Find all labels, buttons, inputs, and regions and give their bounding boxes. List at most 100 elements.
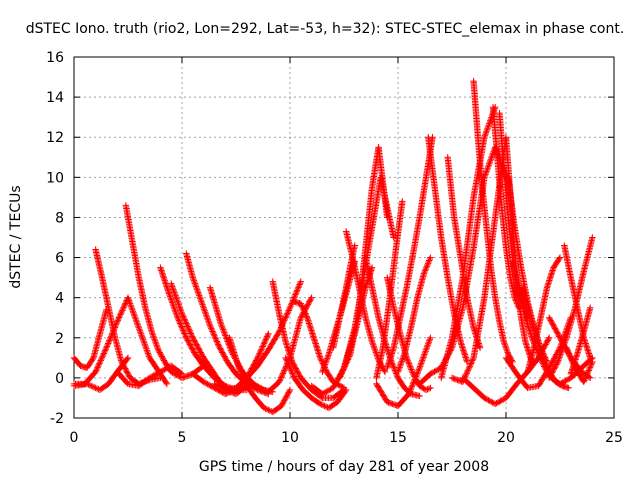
data-point (86, 382, 94, 389)
data-point (415, 366, 423, 373)
data-point (176, 320, 184, 327)
data-point (263, 334, 270, 342)
data-point (295, 370, 302, 378)
data-point (342, 386, 350, 394)
data-point (195, 289, 202, 296)
data-point (550, 356, 557, 364)
data-point (131, 312, 138, 319)
data-point (238, 369, 245, 377)
grid-lines (74, 57, 614, 418)
data-point (181, 330, 188, 337)
data-point (424, 261, 431, 269)
data-point (288, 367, 295, 374)
data-point (139, 335, 146, 342)
data-point (128, 304, 135, 312)
data-point (284, 308, 292, 316)
data-point (207, 323, 214, 331)
data-point (165, 290, 173, 297)
data-point (395, 367, 402, 374)
data-point (117, 311, 124, 318)
data-point (177, 305, 184, 313)
data-point (119, 359, 126, 367)
data-point (177, 321, 184, 329)
data-point (406, 363, 414, 370)
data-point (320, 389, 327, 397)
data-point (324, 387, 331, 395)
data-point (390, 363, 397, 370)
data-point (193, 341, 200, 348)
data-point (418, 358, 425, 366)
data-point (255, 351, 263, 359)
data-point (187, 330, 195, 337)
data-point (262, 337, 269, 345)
data-point (126, 298, 133, 306)
data-point (279, 371, 286, 379)
data-point (168, 296, 175, 303)
data-point (199, 301, 206, 308)
data-point (297, 279, 304, 287)
data-point (223, 335, 230, 342)
data-point (283, 311, 291, 318)
data-point (209, 328, 216, 335)
data-point (503, 346, 510, 353)
series-arc36 (489, 103, 523, 311)
data-point (414, 370, 421, 377)
data-point (138, 332, 145, 339)
data-point (468, 358, 475, 366)
data-point (420, 354, 427, 361)
data-point (300, 307, 308, 314)
data-point (416, 363, 424, 370)
data-point (368, 338, 376, 345)
data-point (423, 263, 431, 270)
data-point (422, 346, 430, 354)
data-point (555, 357, 562, 364)
data-point (159, 354, 166, 362)
data-point (500, 396, 507, 403)
data-point (338, 383, 345, 390)
data-point (221, 329, 228, 336)
data-point (317, 400, 324, 408)
data-point (219, 324, 226, 332)
data-point (192, 339, 199, 347)
data-point (331, 382, 338, 389)
data-point (293, 288, 300, 295)
data-point (114, 318, 121, 325)
series-arc27 (384, 134, 436, 372)
series-arc01 (70, 306, 110, 372)
data-point (322, 359, 329, 367)
data-point (303, 313, 310, 320)
data-point (222, 333, 230, 341)
data-point (101, 347, 109, 354)
data-point (120, 362, 127, 370)
data-point (424, 260, 432, 267)
x-tick-label: 15 (389, 430, 407, 446)
data-point (291, 363, 299, 371)
data-point (297, 300, 304, 307)
data-point (195, 290, 202, 298)
data-point (319, 368, 326, 376)
data-point (283, 393, 290, 400)
data-point (399, 356, 406, 364)
data-point (340, 366, 347, 373)
data-point (170, 286, 177, 293)
data-point (305, 299, 312, 307)
data-point (173, 296, 181, 304)
data-point (294, 368, 301, 375)
data-point (176, 302, 183, 310)
data-point (464, 367, 472, 374)
data-point (485, 121, 492, 129)
data-point (151, 371, 159, 379)
data-point (505, 351, 513, 359)
data-point (489, 151, 496, 158)
data-point (118, 358, 125, 366)
series-arc23 (342, 228, 389, 376)
data-point (327, 386, 334, 393)
plot-frame (73, 56, 615, 419)
data-point (152, 339, 159, 346)
data-point (483, 396, 491, 403)
data-point (254, 354, 261, 362)
data-point (190, 277, 198, 284)
data-point (408, 383, 415, 390)
data-point (293, 366, 300, 374)
data-point (93, 365, 101, 373)
